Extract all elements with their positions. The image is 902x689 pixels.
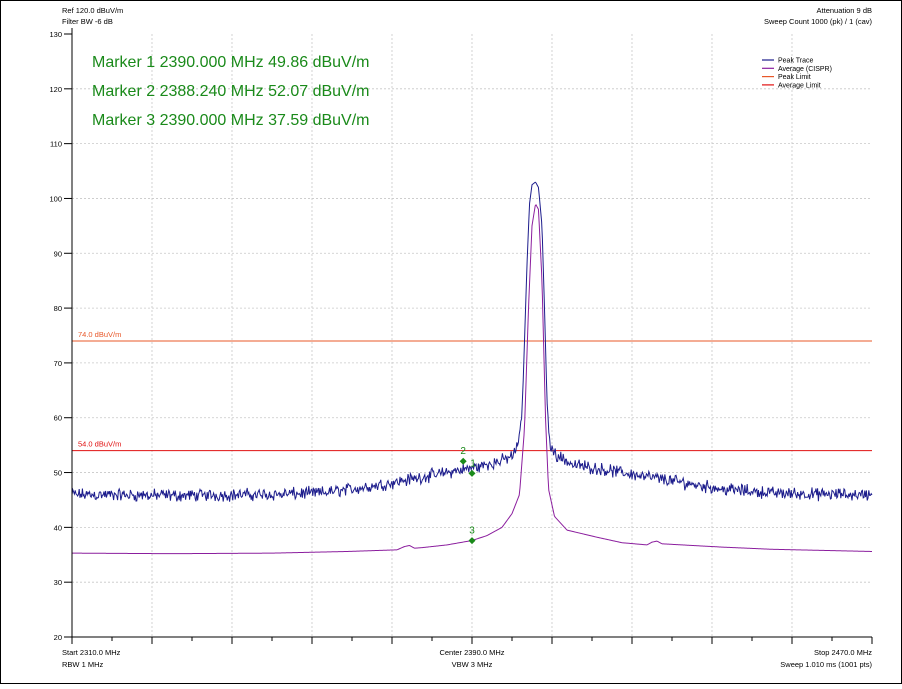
marker-readout-2: Marker 2 2388.240 MHz 52.07 dBuV/m: [92, 83, 369, 100]
attenuation: Attenuation 9 dB: [817, 6, 872, 15]
y-tick-label: 90: [54, 249, 62, 258]
trace-peak-trace: [71, 181, 873, 502]
marker-3-diamond: [468, 537, 476, 545]
marker-2-label: 2: [460, 446, 466, 457]
sweep-time: Sweep 1.010 ms (1001 pts): [780, 660, 872, 669]
filter-bw: Filter BW -6 dB: [62, 17, 113, 26]
marker-2-diamond: [459, 457, 467, 465]
start-frequency: Start 2310.0 MHz: [62, 648, 121, 657]
markers: 12 3: [459, 446, 476, 545]
y-tick-label: 130: [49, 30, 62, 39]
y-tick-label: 80: [54, 304, 62, 313]
center-frequency: Center 2390.0 MHz: [439, 648, 504, 657]
legend-label: Average Limit: [778, 82, 821, 89]
axes: 20 30 40 50 60 70 80 90 100 110 120 130: [49, 28, 873, 644]
y-tick-label: 110: [50, 140, 62, 149]
limit-lines: 74.0 dBuV/m 54.0 dBuV/m: [72, 330, 872, 452]
limit-label: 54.0 dBuV/m: [78, 440, 121, 449]
marker-readout-3: Marker 3 2390.000 MHz 37.59 dBuV/m: [92, 112, 369, 129]
stop-frequency: Stop 2470.0 MHz: [814, 648, 872, 657]
ref-level: Ref 120.0 dBuV/m: [62, 6, 123, 15]
marker-1-diamond: [468, 469, 476, 477]
rbw: RBW 1 MHz: [62, 660, 104, 669]
legend-label: Peak Trace: [778, 58, 814, 65]
marker-3-label: 3: [469, 526, 475, 537]
grid: [72, 34, 872, 637]
sweep-count: Sweep Count 1000 (pk) / 1 (cav): [764, 17, 872, 26]
legend-label: Average (CISPR): [778, 66, 832, 73]
y-tick-label: 100: [49, 194, 62, 203]
marker-1-label: 1: [470, 458, 476, 469]
y-tick-label: 50: [54, 469, 62, 478]
marker-readout-1: Marker 1 2390.000 MHz 49.86 dBuV/m: [92, 54, 369, 71]
legend-label: Peak Limit: [778, 74, 811, 81]
y-tick-label: 20: [54, 633, 62, 642]
y-tick-label: 30: [54, 578, 62, 587]
y-tick-label: 40: [54, 523, 62, 532]
limit-label: 74.0 dBuV/m: [78, 330, 121, 339]
vbw: VBW 3 MHz: [452, 660, 493, 669]
y-tick-label: 60: [54, 414, 62, 423]
y-tick-label: 120: [49, 85, 62, 94]
y-tick-label: 70: [54, 359, 62, 368]
